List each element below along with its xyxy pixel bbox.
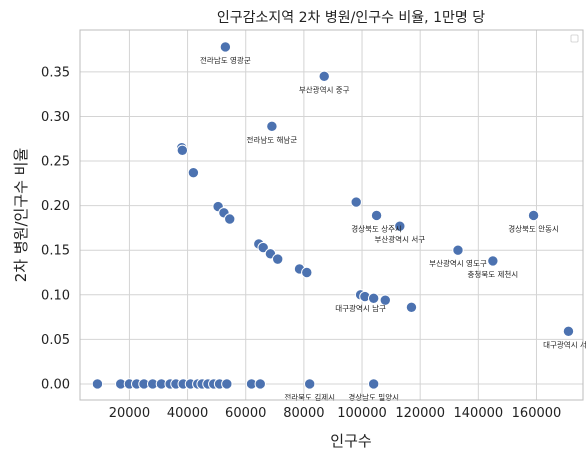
data-point	[187, 166, 200, 179]
y-tick-label: 0.15	[41, 244, 70, 259]
data-point	[487, 255, 499, 267]
point-annotation: 전라북도 김제시	[284, 392, 335, 402]
y-tick-label: 0.30	[41, 110, 70, 125]
data-point	[266, 120, 278, 132]
data-point	[452, 244, 464, 256]
data-point	[221, 378, 233, 390]
chart-title: 인구감소지역 2차 병원/인구수 비율, 1만명 당	[217, 10, 485, 26]
x-tick-label: 80000	[283, 406, 324, 421]
x-tick-label: 60000	[225, 406, 266, 421]
point-annotation: 대구광역시 남구	[335, 303, 386, 313]
data-point	[254, 378, 266, 390]
data-point	[303, 378, 316, 390]
grid-lines	[80, 30, 583, 400]
y-tick-label: 0.25	[41, 155, 70, 170]
y-tick-label: 0.35	[41, 65, 70, 80]
data-point	[394, 220, 406, 232]
x-axis-label: 인구수	[330, 432, 371, 450]
data-point	[301, 266, 313, 279]
y-tick-label: 0.20	[41, 199, 70, 214]
point-annotation: 전라남도 영광군	[200, 55, 251, 65]
data-points	[91, 41, 575, 390]
x-tick-label: 120000	[395, 406, 445, 421]
plot-frame	[79, 29, 584, 401]
data-point	[91, 378, 104, 390]
y-axis-label: 2차 병원/인구수 비율	[12, 148, 30, 283]
data-point	[257, 241, 269, 254]
point-annotation: 경상북도 상주시	[351, 223, 402, 233]
data-point	[176, 144, 189, 157]
point-annotation: 경상북도 안동시	[508, 223, 559, 233]
tick-labels: 20000 40000 60000 80000 100000 120000 140000 16…	[41, 65, 561, 421]
data-point	[379, 294, 391, 306]
data-point	[562, 325, 575, 338]
point-annotation: 전라남도 해남군	[247, 134, 298, 144]
x-tick-label: 40000	[167, 406, 208, 421]
point-annotation: 부산광역시 중구	[299, 84, 350, 94]
data-point	[367, 292, 380, 305]
data-point	[350, 196, 362, 208]
y-tick-label: 0.05	[41, 333, 70, 348]
data-point	[367, 378, 380, 390]
data-point	[224, 213, 236, 225]
x-tick-label: 160000	[512, 406, 562, 421]
x-tick-label: 100000	[337, 406, 387, 421]
point-annotation: 대구광역시 서구	[543, 339, 587, 349]
x-tick-label: 20000	[109, 406, 150, 421]
data-point	[527, 209, 540, 222]
point-annotation: 경상남도 밀양시	[348, 392, 399, 402]
legend-box	[570, 34, 579, 43]
data-point	[370, 209, 383, 222]
y-tick-label: 0.00	[41, 377, 70, 392]
data-point	[405, 301, 418, 313]
y-tick-label: 0.10	[41, 288, 70, 303]
point-annotation: 부산광역시 서구	[374, 234, 425, 244]
point-annotation: 충청북도 제천시	[468, 269, 519, 279]
data-point	[219, 41, 232, 53]
data-point	[272, 253, 284, 265]
point-annotation: 부산광역시 영도구	[429, 258, 487, 268]
x-tick-label: 140000	[454, 406, 504, 421]
data-point	[318, 70, 330, 83]
